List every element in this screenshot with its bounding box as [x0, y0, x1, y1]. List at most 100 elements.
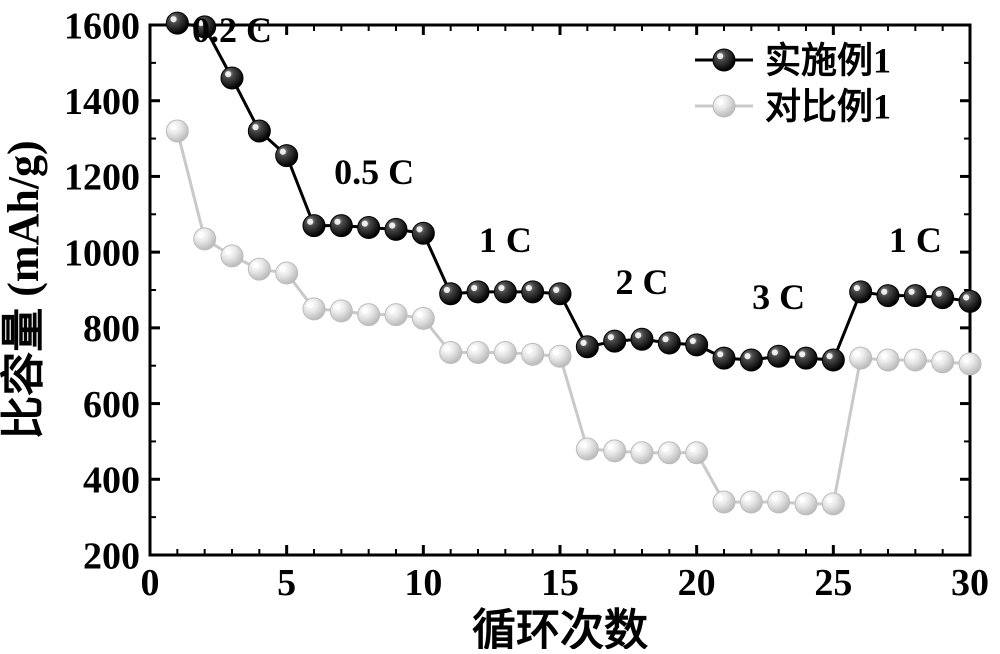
data-marker — [358, 304, 380, 326]
marker-highlight — [280, 266, 286, 272]
legend-marker — [713, 49, 735, 71]
data-marker — [959, 290, 981, 312]
rate-annotation: 0.5 C — [334, 152, 414, 192]
marker-highlight — [389, 308, 395, 314]
data-marker — [877, 285, 899, 307]
x-tick-label: 10 — [404, 562, 442, 604]
data-marker — [385, 304, 407, 326]
data-marker — [959, 353, 981, 375]
marker-highlight — [717, 495, 723, 501]
data-marker — [522, 343, 544, 365]
marker-highlight — [307, 302, 313, 308]
y-tick-label: 600 — [83, 384, 140, 426]
marker-highlight — [444, 287, 450, 293]
marker-highlight — [498, 285, 504, 291]
data-marker — [385, 218, 407, 240]
marker-highlight — [608, 444, 614, 450]
data-marker — [822, 349, 844, 371]
marker-highlight — [963, 294, 969, 300]
marker-highlight — [362, 308, 368, 314]
marker-highlight — [826, 497, 832, 503]
marker-highlight — [963, 357, 969, 363]
data-marker — [631, 442, 653, 464]
data-marker — [850, 347, 872, 369]
legend-marker — [713, 95, 735, 117]
legend: 实施例1对比例1 — [695, 41, 891, 127]
marker-highlight — [471, 285, 477, 291]
marker-highlight — [799, 497, 805, 503]
marker-highlight — [170, 124, 176, 130]
data-marker — [194, 228, 216, 250]
marker-highlight — [772, 495, 778, 501]
marker-highlight — [908, 289, 914, 295]
data-marker — [740, 491, 762, 513]
data-marker — [467, 341, 489, 363]
marker-highlight — [526, 347, 532, 353]
marker-highlight — [170, 16, 176, 22]
data-marker — [166, 120, 188, 142]
rate-capability-chart: 0510152025302004006008001000120014001600… — [0, 0, 1000, 649]
marker-highlight — [690, 446, 696, 452]
y-tick-label: 1400 — [64, 81, 140, 123]
data-marker — [549, 345, 571, 367]
marker-highlight — [416, 311, 422, 317]
marker-highlight — [881, 353, 887, 359]
data-marker — [822, 493, 844, 515]
data-marker — [604, 330, 626, 352]
marker-highlight — [881, 289, 887, 295]
marker-highlight — [580, 442, 586, 448]
marker-highlight — [690, 338, 696, 344]
marker-highlight — [252, 124, 258, 130]
data-marker — [604, 440, 626, 462]
marker-highlight — [662, 336, 668, 342]
data-marker — [221, 67, 243, 89]
rate-annotation: 3 C — [752, 277, 805, 317]
data-marker — [576, 336, 598, 358]
data-marker — [768, 345, 790, 367]
data-marker — [713, 347, 735, 369]
data-marker — [686, 442, 708, 464]
data-marker — [166, 12, 188, 34]
rate-annotation: 1 C — [889, 220, 942, 260]
marker-highlight — [362, 221, 368, 227]
y-tick-label: 1600 — [64, 5, 140, 47]
rate-annotation: 1 C — [479, 220, 532, 260]
marker-highlight — [334, 304, 340, 310]
data-marker — [248, 258, 270, 280]
y-tick-label: 1200 — [64, 157, 140, 199]
marker-highlight — [416, 226, 422, 232]
y-tick-label: 200 — [83, 535, 140, 577]
marker-highlight — [252, 262, 258, 268]
marker-highlight — [471, 346, 477, 352]
marker-highlight — [635, 332, 641, 338]
marker-highlight — [772, 349, 778, 355]
legend-label: 实施例1 — [765, 41, 891, 81]
marker-highlight — [553, 349, 559, 355]
marker-highlight — [936, 355, 942, 361]
data-marker — [631, 328, 653, 350]
marker-highlight — [744, 495, 750, 501]
data-marker — [932, 351, 954, 373]
data-marker — [276, 145, 298, 167]
data-marker — [248, 120, 270, 142]
data-marker — [877, 349, 899, 371]
marker-highlight — [580, 340, 586, 346]
rate-annotation: 0.2 C — [192, 10, 272, 50]
data-marker — [358, 217, 380, 239]
data-marker — [686, 334, 708, 356]
chart-svg: 0510152025302004006008001000120014001600… — [0, 0, 1000, 649]
data-marker — [576, 438, 598, 460]
marker-highlight — [717, 351, 723, 357]
x-tick-label: 15 — [541, 562, 579, 604]
data-marker — [467, 281, 489, 303]
data-marker — [658, 332, 680, 354]
data-marker — [440, 283, 462, 305]
marker-highlight — [526, 285, 532, 291]
marker-highlight — [744, 353, 750, 359]
data-marker — [494, 281, 516, 303]
x-axis-title: 循环次数 — [472, 606, 648, 649]
marker-highlight — [498, 346, 504, 352]
marker-highlight — [280, 149, 286, 155]
data-marker — [932, 287, 954, 309]
marker-highlight — [553, 287, 559, 293]
